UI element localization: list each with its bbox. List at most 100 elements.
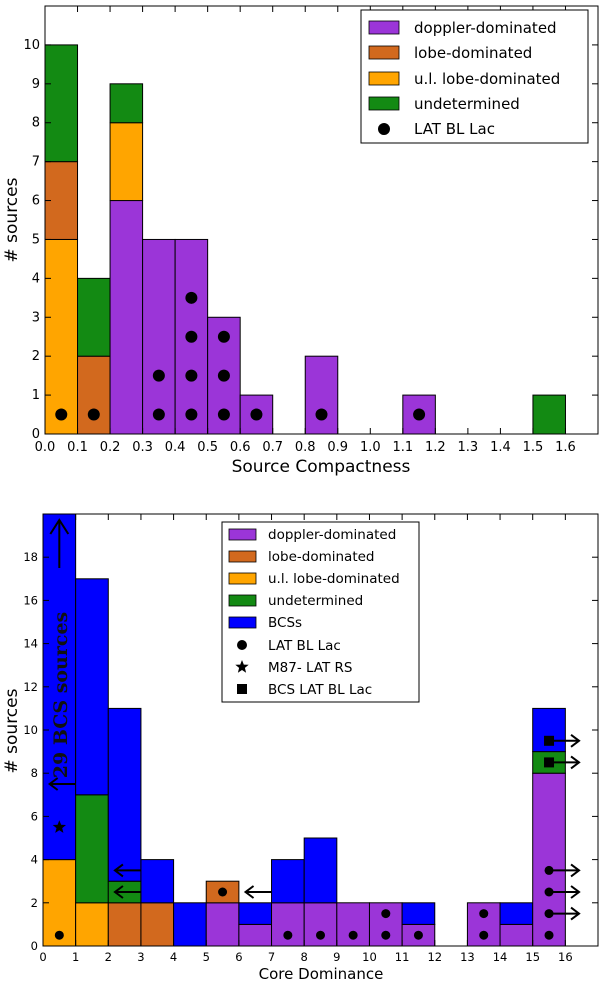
x-tick-label: 0.4 [165, 440, 186, 455]
y-tick-label: 2 [31, 896, 38, 910]
bar-lobe-bin-1 [77, 355, 111, 435]
marker-circle-11 [250, 408, 263, 421]
core-dominance-bars [42, 513, 566, 947]
core-dominance-legend: doppler-dominated lobe-dominated u.l. lo… [221, 521, 420, 703]
bar-undetermined-bin-2 [109, 83, 144, 124]
x-tick-label: 0.3 [132, 440, 153, 455]
x-tick-label: 1.0 [360, 440, 381, 455]
limit-arrow-right-9 [549, 906, 581, 921]
x-tick-label: 7 [268, 950, 275, 964]
bar-doppler-bin-3 [142, 238, 176, 435]
limit-arrow-left-1 [47, 777, 76, 791]
legend-label-undetermined: undetermined [414, 95, 520, 113]
bar-undetermined-bin-1 [77, 277, 111, 357]
bar-bcs-bin-4 [173, 902, 207, 947]
legend2-label-m87: M87- LAT RS [268, 660, 353, 676]
x-tick-label: 0 [39, 950, 46, 964]
limit-arrow-right-7 [549, 863, 581, 878]
bar-doppler-bin-7 [304, 355, 339, 435]
compactness-ticks: 0.0 0.1 0.2 0.3 0.4 0.5 0.6 0.7 0.8 0.9 1.0 1.1 1.2 1… [23, 6, 598, 455]
x-tick-label: 9 [333, 950, 340, 964]
legend2-swatch-bcs [228, 616, 257, 629]
y-tick-label: 6 [31, 809, 38, 823]
marker-circle-1 [87, 408, 100, 421]
limit-arrow-left-4 [243, 885, 272, 899]
marker-circle-8 [217, 408, 230, 421]
marker-circle-0 [55, 408, 68, 421]
bar-doppler-bin-13 [499, 923, 534, 947]
marker-circle-7 [381, 909, 391, 919]
legend-label-ul-lobe: u.l. lobe-dominated [414, 70, 560, 88]
legend2-label-undetermined: undetermined [268, 593, 363, 609]
legend-swatch-undetermined [368, 96, 400, 111]
limit-arrow-right-5 [549, 733, 581, 748]
bar-doppler-bin-14 [532, 772, 566, 947]
y-tick-label: 9 [32, 77, 40, 92]
marker-circle-0 [54, 930, 64, 940]
legend2-marker-lat-bl-lac [237, 640, 247, 650]
core-dominance-x-axis-label: Core Dominance [259, 965, 384, 983]
bar-bcs-bin-1 [75, 578, 109, 796]
x-tick-label: 10 [362, 950, 377, 964]
bcs-count-annotation: 29 BCS sources [50, 612, 72, 778]
legend-label-lat-bl-lac: LAT BL Lac [414, 120, 495, 138]
bar-bcs-bin-6 [238, 902, 273, 925]
legend-marker-lat-bl-lac [378, 123, 390, 135]
marker-circle-2 [152, 408, 165, 421]
limit-arrow-right-8 [549, 885, 581, 899]
marker-circle-8 [413, 930, 423, 940]
y-tick-label: 10 [23, 723, 38, 737]
legend2-label-ul-lobe: u.l. lobe-dominated [268, 571, 400, 587]
limit-arrow-up-0 [49, 518, 70, 568]
marker-circle-3 [152, 369, 165, 382]
marker-circle-2 [218, 887, 228, 897]
x-tick-label: 2 [105, 950, 112, 964]
marker-circle-4 [185, 408, 198, 421]
bar-bcs-bin-8 [303, 837, 338, 904]
limit-arrow-left-3 [113, 885, 141, 899]
y-tick-label: 7 [32, 155, 40, 170]
legend2-label-lobe: lobe-dominated [268, 549, 374, 565]
bar-doppler-bin-8 [402, 394, 436, 435]
legend-swatch-ul-lobe [368, 71, 400, 86]
x-tick-label: 13 [460, 950, 475, 964]
y-tick-label: 0 [31, 939, 38, 953]
marker-circle-3 [283, 930, 293, 940]
y-tick-label: 6 [32, 194, 40, 209]
x-tick-label: 8 [301, 950, 308, 964]
y-tick-label: 10 [23, 38, 40, 53]
x-tick-label: 1.4 [490, 440, 511, 455]
compactness-histogram: 0.0 0.1 0.2 0.3 0.4 0.5 0.6 0.7 0.8 0.9 1.0 1.1 1.2 1… [2, 5, 599, 477]
legend2-marker-bcs-lat-bl-lac [237, 684, 247, 694]
y-tick-label: 14 [23, 637, 38, 651]
marker-circle-9 [217, 369, 230, 382]
x-tick-label: 1.2 [425, 440, 446, 455]
x-tick-label: 1.5 [523, 440, 544, 455]
x-tick-label: 12 [427, 950, 442, 964]
y-tick-label: 18 [23, 550, 38, 564]
x-tick-label: 0.0 [35, 440, 56, 455]
bar-bcs-bin-13 [499, 902, 534, 925]
core-dominance-y-axis-label: # sources [2, 688, 22, 773]
legend2-marker-m87 [235, 660, 249, 673]
legend-swatch-doppler [368, 20, 400, 35]
marker-circle-9 [479, 930, 489, 940]
compactness-x-axis-label: Source Compactness [232, 457, 411, 477]
marker-circle-5 [185, 369, 198, 382]
y-tick-label: 5 [32, 232, 40, 247]
marker-circle-11 [544, 930, 554, 940]
marker-circle-6 [381, 930, 391, 940]
x-tick-label: 3 [137, 950, 144, 964]
compactness-axes-frame [44, 5, 599, 435]
legend2-swatch-undetermined [228, 594, 257, 607]
limit-arrow-right-6 [549, 755, 581, 770]
bar-bcs-bin-7 [271, 859, 305, 904]
bar-doppler-bin-6 [238, 923, 273, 947]
legend-swatch-lobe [368, 45, 400, 60]
x-tick-label: 4 [170, 950, 177, 964]
x-tick-label: 1.3 [458, 440, 479, 455]
x-tick-label: 0.2 [100, 440, 121, 455]
bar-lobe-bin-3 [140, 902, 175, 947]
